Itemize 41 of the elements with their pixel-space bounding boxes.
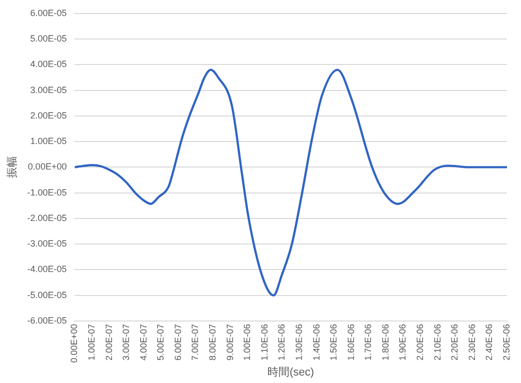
x-tick-label: 2.30E-06 xyxy=(466,324,477,361)
x-tick-label: 2.40E-06 xyxy=(484,324,494,361)
y-tick-label: -6.00E-05 xyxy=(27,316,67,326)
y-tick-label: 4.00E-05 xyxy=(30,59,67,70)
x-tick-label: 6.00E-07 xyxy=(172,324,183,361)
y-tick-label: 5.00E-05 xyxy=(30,34,67,44)
x-tick-label: 2.00E-06 xyxy=(415,324,426,361)
x-tick-label: 7.00E-07 xyxy=(190,324,200,361)
x-tick-label: 1.60E-06 xyxy=(346,324,356,361)
x-tick-label: 4.00E-07 xyxy=(138,324,148,361)
x-tick-label: 2.00E-07 xyxy=(104,324,114,361)
y-tick-label: 2.00E-05 xyxy=(30,110,67,120)
x-tick-label: 3.00E-07 xyxy=(121,324,132,361)
y-tick-label: -3.00E-05 xyxy=(27,238,67,249)
y-tick-label: -5.00E-05 xyxy=(27,290,67,300)
x-tick-label: 1.80E-06 xyxy=(380,324,390,361)
x-tick-label: 1.50E-06 xyxy=(328,324,339,361)
y-tick-label: 1.00E-05 xyxy=(30,136,67,146)
x-tick-label: 1.00E-07 xyxy=(86,324,96,361)
x-tick-label: 1.00E-06 xyxy=(242,324,252,361)
x-tick-label: 1.70E-06 xyxy=(363,324,374,361)
x-tick-label: 2.10E-06 xyxy=(432,324,442,361)
x-tick-label: 1.20E-06 xyxy=(276,324,287,361)
y-tick-label: 6.00E-05 xyxy=(30,8,67,18)
x-tick-label: 9.00E-07 xyxy=(224,324,235,361)
y-tick-label: -1.00E-05 xyxy=(27,187,67,198)
x-tick-label: 1.90E-06 xyxy=(398,324,408,361)
x-tick-label: 1.40E-06 xyxy=(311,324,322,361)
x-tick-label: 2.20E-06 xyxy=(450,324,460,361)
x-tick-label: 1.30E-06 xyxy=(294,324,304,361)
y-tick-label: -4.00E-05 xyxy=(27,264,67,274)
y-axis-title: 振幅 xyxy=(6,156,19,178)
y-tick-label: 3.00E-05 xyxy=(30,84,67,95)
line-series xyxy=(74,68,507,296)
y-tick-label: 0.00E+00 xyxy=(28,162,67,172)
x-tick-label: 5.00E-07 xyxy=(156,324,166,361)
x-tick-label: 8.00E-07 xyxy=(208,324,218,361)
x-tick-label: 1.10E-06 xyxy=(259,324,270,361)
x-tick-label: 2.50E-06 xyxy=(501,324,512,361)
y-tick-label: -2.00E-05 xyxy=(27,212,67,223)
x-axis-title: 時間(sec) xyxy=(268,365,314,378)
